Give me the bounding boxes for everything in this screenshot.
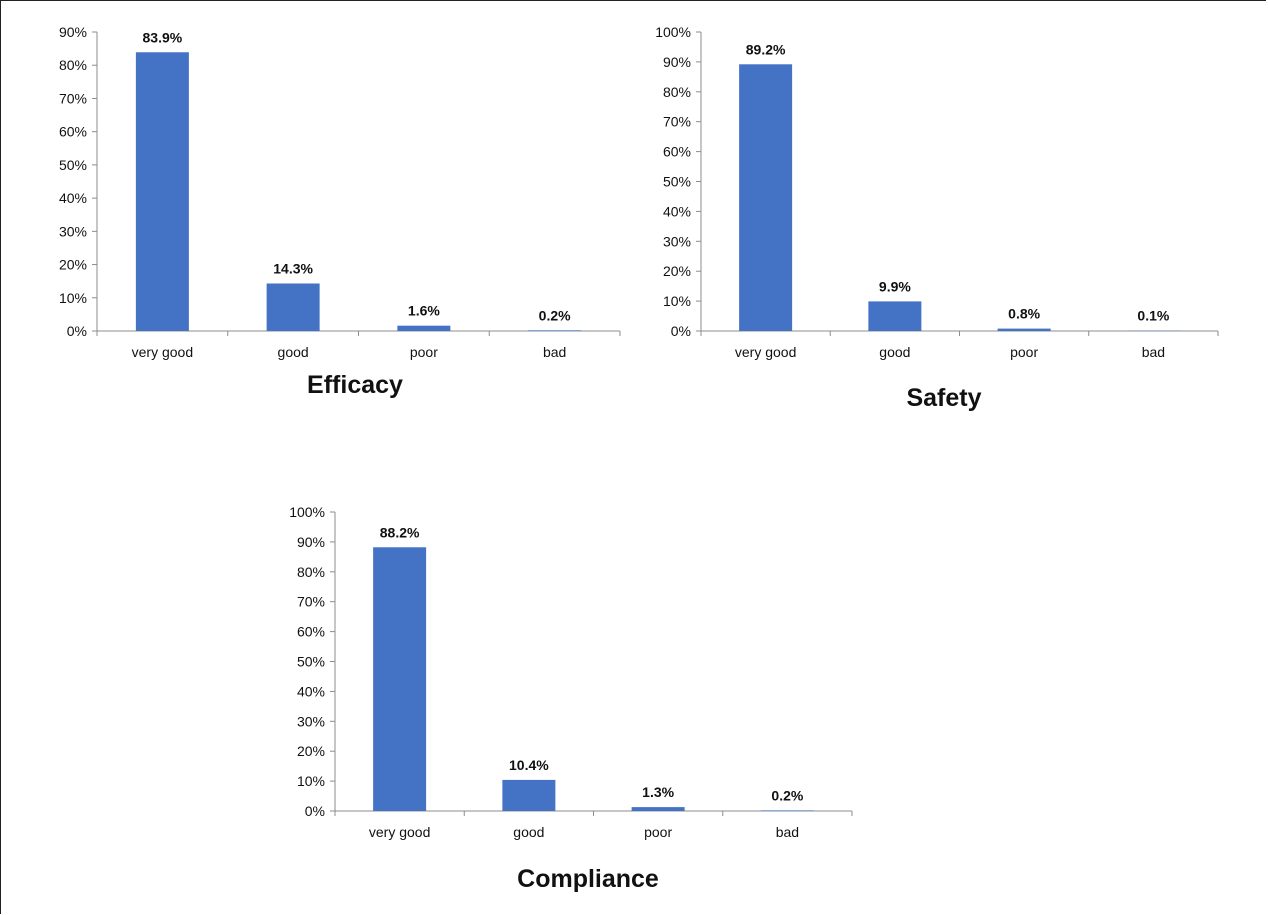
y-tick-label: 50%: [663, 174, 691, 190]
y-tick-label: 100%: [289, 504, 325, 520]
bar-very-good: [373, 547, 427, 811]
category-label: very good: [369, 824, 430, 840]
y-tick-label: 0%: [305, 803, 325, 819]
chart-0: 0% 10% 20% 30% 40% 50% 60% 70% 80% 90% 83.9% very g…: [59, 24, 621, 399]
y-tick-label: 0%: [67, 323, 87, 339]
y-tick-label: 20%: [663, 263, 691, 279]
category-label: very good: [735, 344, 796, 360]
bar-poor: [631, 807, 685, 811]
category-label: good: [278, 344, 309, 360]
y-tick-label: 30%: [59, 223, 87, 239]
bar-good: [502, 779, 556, 811]
bar-very-good: [135, 52, 189, 331]
y-tick-label: 90%: [663, 54, 691, 70]
category-label: poor: [410, 344, 438, 360]
y-tick-label: 60%: [663, 144, 691, 160]
y-tick-label: 30%: [297, 713, 325, 729]
data-label: 0.2%: [539, 307, 571, 323]
y-tick-label: 70%: [297, 594, 325, 610]
data-label: 83.9%: [143, 29, 183, 45]
data-label: 89.2%: [746, 41, 786, 57]
y-tick-label: 50%: [297, 654, 325, 670]
category-label: bad: [543, 344, 566, 360]
y-tick-label: 40%: [297, 683, 325, 699]
y-tick-label: 70%: [59, 90, 87, 106]
y-tick-label: 30%: [663, 233, 691, 249]
bar-good: [868, 301, 922, 331]
category-label: bad: [776, 824, 799, 840]
category-label: poor: [1010, 344, 1038, 360]
y-tick-label: 60%: [297, 624, 325, 640]
category-label: very good: [132, 344, 193, 360]
data-label: 88.2%: [380, 524, 420, 540]
bar-poor: [397, 325, 451, 331]
y-tick-label: 90%: [59, 24, 87, 40]
bar-poor: [997, 328, 1051, 331]
y-tick-label: 80%: [59, 57, 87, 73]
bar-bad: [528, 330, 582, 331]
bar-very-good: [739, 64, 793, 332]
chart-title: Safety: [906, 384, 981, 412]
data-label: 9.9%: [879, 278, 911, 294]
data-label: 14.3%: [273, 260, 313, 276]
y-tick-label: 80%: [663, 84, 691, 100]
chart-1: 0% 10% 20% 30% 40% 50% 60% 70% 80% 90% 100% 89.2% ve…: [655, 24, 1219, 412]
chart-title: Compliance: [517, 865, 659, 893]
y-tick-label: 100%: [655, 24, 691, 40]
y-tick-label: 90%: [297, 534, 325, 550]
y-tick-label: 10%: [297, 773, 325, 789]
y-tick-label: 60%: [59, 124, 87, 140]
category-label: bad: [1142, 344, 1165, 360]
chart-2: 0% 10% 20% 30% 40% 50% 60% 70% 80% 90% 100% 88.2% ve…: [289, 504, 853, 893]
y-tick-label: 80%: [297, 564, 325, 580]
category-label: poor: [644, 824, 672, 840]
y-tick-label: 70%: [663, 114, 691, 130]
y-tick-label: 20%: [297, 743, 325, 759]
bar-bad: [760, 810, 814, 811]
data-label: 1.6%: [408, 303, 440, 319]
data-label: 10.4%: [509, 757, 549, 773]
y-tick-label: 10%: [663, 293, 691, 309]
chart-title: Efficacy: [307, 371, 403, 399]
y-tick-label: 0%: [671, 323, 691, 339]
category-label: good: [513, 824, 544, 840]
data-label: 0.8%: [1008, 306, 1040, 322]
y-tick-label: 20%: [59, 257, 87, 273]
bar-good: [266, 283, 320, 331]
y-tick-label: 40%: [663, 203, 691, 219]
data-label: 1.3%: [642, 784, 674, 800]
y-tick-label: 50%: [59, 157, 87, 173]
data-label: 0.2%: [771, 787, 803, 803]
data-label: 0.1%: [1137, 308, 1169, 324]
y-tick-label: 10%: [59, 290, 87, 306]
category-label: good: [879, 344, 910, 360]
y-tick-label: 40%: [59, 190, 87, 206]
